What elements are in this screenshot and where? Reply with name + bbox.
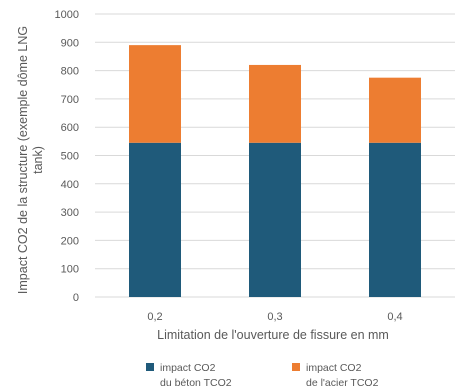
y-tick-label: 800 [61,66,79,78]
legend-label-line: impact CO2 [306,362,362,374]
x-tick-label: 0,3 [267,311,282,323]
x-tick-label: 0,2 [147,311,162,323]
bar-segment-beton [369,142,421,297]
x-axis-title: Limitation de l'ouverture de fissure en … [157,328,389,342]
y-tick-label: 0 [73,292,79,304]
legend-label-line: de l'acier TCO2 [306,377,379,389]
y-axis-title-line: Impact CO2 de la structure (exemple dôme… [16,26,30,294]
legend-label: impact CO2 du béton TCO2 [160,362,232,389]
y-tick-label: 100 [61,264,79,276]
y-axis-title-line: tank) [31,146,45,174]
x-axis-ticks: 0,2 0,3 0,4 [147,311,402,323]
bars [129,45,421,297]
y-tick-label: 700 [61,94,79,106]
legend-label-line: impact CO2 [160,362,216,374]
y-tick-label: 1000 [55,9,79,21]
y-axis-ticks: 0 100 200 300 400 500 600 700 800 900 1000 [55,9,79,304]
legend-label-line: du béton TCO2 [160,377,232,389]
x-tick-label: 0,4 [387,311,402,323]
y-tick-label: 300 [61,207,79,219]
y-tick-label: 200 [61,235,79,247]
bar-segment-beton [129,142,181,297]
bar-segment-beton [249,142,301,297]
y-tick-label: 600 [61,122,79,134]
legend-label: impact CO2 de l'acier TCO2 [306,362,379,389]
y-tick-label: 900 [61,37,79,49]
legend: impact CO2 du béton TCO2 impact CO2 de l'ac… [146,362,379,389]
legend-swatch [146,363,154,371]
bar-segment-acier [369,77,421,143]
bar-segment-acier [129,45,181,143]
y-axis-title: Impact CO2 de la structure (exemple dôme… [16,26,45,294]
y-tick-label: 500 [61,151,79,163]
y-tick-label: 400 [61,179,79,191]
bar-segment-acier [249,64,301,143]
legend-swatch [292,363,300,371]
